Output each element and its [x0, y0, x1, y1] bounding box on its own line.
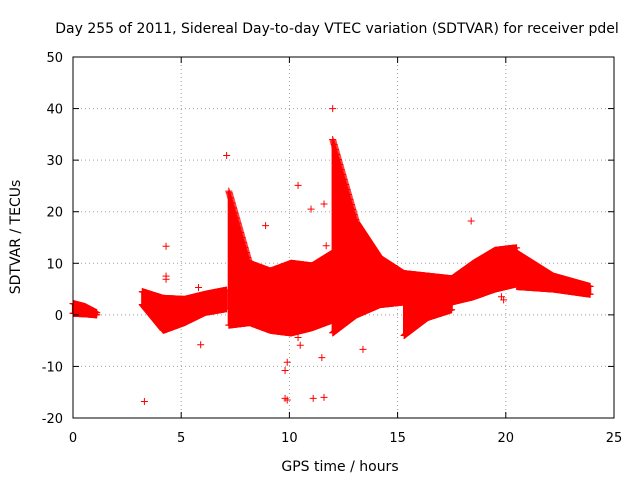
data-point [320, 200, 328, 208]
data-point [195, 284, 203, 292]
data-points [69, 105, 594, 405]
x-tick-label: 25 [606, 431, 623, 446]
data-point [318, 354, 326, 362]
x-tick-label: 10 [281, 431, 298, 446]
data-point [283, 358, 291, 366]
data-point [322, 242, 330, 250]
y-tick-labels: -20 -10 0 10 20 30 40 50 [42, 51, 63, 427]
data-point [320, 393, 328, 401]
data-point [262, 222, 270, 230]
data-point [309, 394, 317, 402]
data-point-lower [448, 306, 456, 314]
grid-lines [73, 57, 614, 418]
x-axis-label: GPS time / hours [281, 459, 398, 475]
y-tick-label: 0 [55, 309, 63, 324]
data-point [296, 341, 304, 349]
y-tick-label: 30 [46, 154, 63, 169]
y-tick-label: 20 [46, 206, 63, 221]
data-point [359, 345, 367, 353]
data-point [281, 367, 289, 375]
chart-title: Day 255 of 2011, Sidereal Day-to-day VTE… [55, 21, 619, 37]
x-tick-label: 15 [389, 431, 406, 446]
data-point [467, 217, 475, 225]
y-tick-label: 40 [46, 103, 63, 118]
data-point [329, 105, 337, 113]
y-tick-label: 10 [46, 257, 63, 272]
data-point [162, 275, 170, 283]
x-tick-label: 20 [498, 431, 515, 446]
y-axis-label: SDTVAR / TECUs [8, 180, 24, 295]
y-tick-label: -20 [42, 412, 63, 427]
data-point [140, 397, 148, 405]
data-point [162, 242, 170, 250]
x-tick-label: 0 [69, 431, 77, 446]
data-point [294, 181, 302, 189]
x-tick-labels: 0 5 10 15 20 25 [69, 431, 622, 446]
x-tick-label: 5 [177, 431, 185, 446]
data-point [197, 341, 205, 349]
data-point-lower [93, 311, 101, 319]
y-tick-label: -10 [42, 360, 63, 375]
data-point [223, 152, 231, 160]
y-tick-label: 50 [46, 51, 63, 66]
